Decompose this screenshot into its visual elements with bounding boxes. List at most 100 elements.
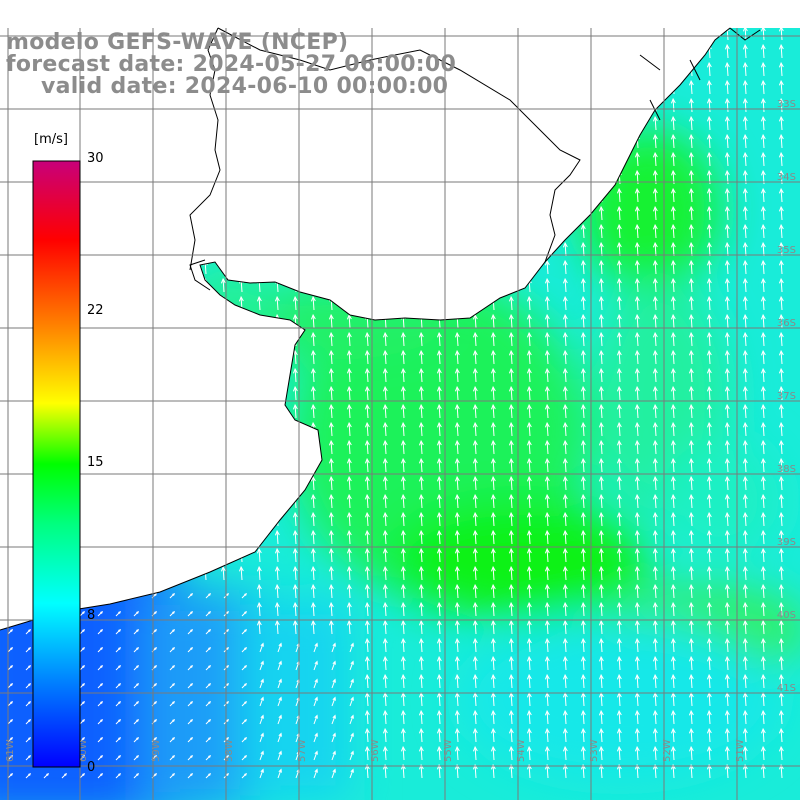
wind-arrow — [670, 187, 676, 203]
wind-arrow — [688, 187, 694, 203]
wind-arrow — [436, 367, 442, 383]
wind-arrow — [508, 565, 514, 581]
wind-arrow — [454, 457, 460, 473]
wind-arrow — [310, 511, 316, 527]
wind-arrow — [706, 133, 712, 149]
wind-arrow — [97, 664, 104, 671]
wind-arrow — [652, 493, 658, 509]
wind-arrow — [598, 313, 604, 329]
wind-arrow — [598, 385, 604, 401]
wind-arrow — [508, 511, 514, 527]
wind-arrow — [706, 241, 712, 257]
wind-arrow — [688, 673, 694, 689]
wind-arrow — [724, 115, 730, 131]
wind-arrow — [418, 637, 424, 653]
wind-arrow — [778, 511, 784, 527]
wind-arrow — [598, 421, 604, 437]
wind-arrow — [490, 601, 496, 617]
wind-arrow — [472, 385, 478, 401]
wind-arrow — [688, 511, 694, 527]
wind-arrow — [652, 259, 658, 275]
wind-arrow — [382, 745, 388, 761]
wind-arrow — [616, 349, 622, 365]
wind-arrow — [670, 385, 676, 401]
wind-arrow — [79, 610, 86, 617]
wind-arrow — [706, 619, 712, 635]
wind-arrow — [454, 547, 460, 563]
wind-arrow — [670, 493, 676, 509]
wind-arrow — [652, 727, 658, 743]
wind-arrow — [364, 349, 370, 365]
wind-arrow — [364, 529, 370, 545]
wind-arrow — [634, 259, 640, 275]
wind-arrow — [616, 709, 622, 725]
wind-arrow — [670, 151, 676, 167]
wind-arrow — [346, 349, 352, 365]
wind-arrow — [490, 655, 496, 671]
wind-arrow — [382, 385, 388, 401]
wind-arrow — [133, 664, 140, 671]
wind-arrow — [490, 637, 496, 653]
wind-arrow — [634, 223, 640, 239]
latitude-label: 38S — [777, 464, 796, 475]
wind-arrow — [688, 151, 694, 167]
wind-arrow — [97, 772, 104, 779]
wind-arrow — [436, 565, 442, 581]
wind-arrow — [778, 43, 784, 59]
wind-arrow — [616, 475, 622, 491]
wind-arrow — [724, 133, 730, 149]
wind-arrow — [115, 628, 122, 635]
wind-arrow — [688, 655, 694, 671]
wind-arrow — [598, 583, 604, 599]
wind-arrow — [133, 628, 140, 635]
wind-arrow — [778, 277, 784, 293]
wind-arrow — [724, 187, 730, 203]
wind-arrow — [580, 259, 586, 275]
wind-arrow — [418, 655, 424, 671]
wind-arrow — [724, 457, 730, 473]
wind-arrow — [688, 385, 694, 401]
wind-arrow — [364, 331, 370, 347]
wind-arrow — [670, 475, 676, 491]
wind-arrow — [688, 637, 694, 653]
wind-arrow — [760, 583, 766, 599]
wind-arrow — [724, 763, 730, 779]
wind-arrow — [634, 547, 640, 563]
wind-arrow — [346, 313, 352, 329]
wind-arrow — [349, 660, 354, 671]
wind-arrow — [634, 475, 640, 491]
wind-arrow — [760, 205, 766, 221]
wind-arrow — [706, 421, 712, 437]
wind-arrow — [670, 133, 676, 149]
wind-arrow — [436, 331, 442, 347]
wind-arrow — [688, 745, 694, 761]
wind-arrow — [79, 736, 86, 743]
wind-arrow — [778, 403, 784, 419]
wind-arrow — [562, 421, 568, 437]
wind-arrow — [133, 772, 140, 779]
wind-arrow — [454, 493, 460, 509]
wind-arrow — [454, 367, 460, 383]
wind-arrow — [616, 223, 622, 239]
wind-arrow — [25, 772, 32, 779]
wind-arrow — [418, 619, 424, 635]
wind-arrow — [346, 619, 352, 635]
wind-arrow — [544, 637, 550, 653]
longitude-label: 56W — [370, 739, 381, 762]
wind-arrow — [706, 403, 712, 419]
wind-arrow — [454, 601, 460, 617]
wind-arrow — [241, 592, 248, 599]
wind-arrow — [724, 349, 730, 365]
wind-arrow — [634, 619, 640, 635]
wind-arrow — [508, 745, 514, 761]
wind-arrow — [742, 727, 748, 743]
wind-arrow — [277, 768, 282, 779]
wind-arrow — [580, 529, 586, 545]
wind-arrow — [598, 277, 604, 293]
wind-arrow — [472, 709, 478, 725]
wind-arrow — [616, 187, 622, 203]
wind-arrow — [418, 349, 424, 365]
wind-arrow — [472, 403, 478, 419]
wind-arrow — [562, 601, 568, 617]
wind-arrow — [544, 349, 550, 365]
